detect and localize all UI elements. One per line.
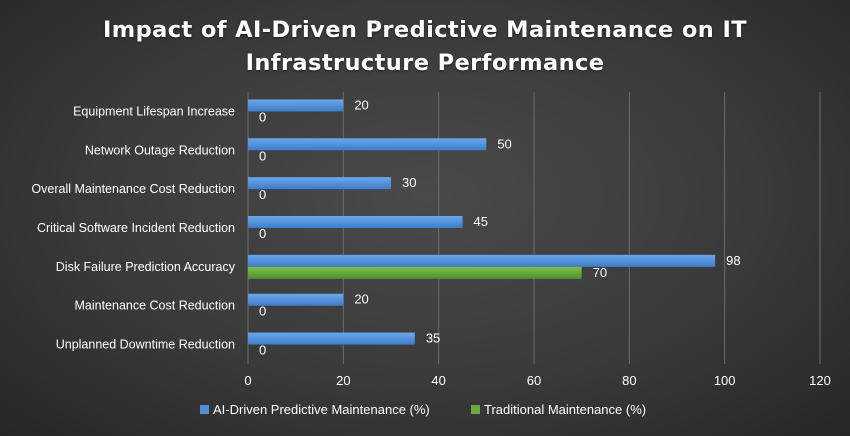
legend-label: AI-Driven Predictive Maintenance (%) [213, 402, 430, 417]
category-label: Unplanned Downtime Reduction [56, 338, 235, 352]
data-label: 20 [354, 292, 368, 307]
category-label: Critical Software Incident Reduction [37, 221, 235, 235]
data-label: 0 [259, 304, 266, 319]
x-tick-label: 80 [622, 373, 636, 388]
category-label: Disk Failure Prediction Accuracy [56, 260, 236, 274]
data-label: 0 [259, 226, 266, 241]
chart-title-line-1: Impact of AI-Driven Predictive Maintenan… [103, 17, 747, 43]
bar [248, 254, 716, 267]
data-label: 20 [354, 97, 368, 112]
data-label: 70 [593, 265, 607, 280]
bar [248, 138, 487, 151]
bar [248, 99, 344, 112]
category-label: Network Outage Reduction [85, 143, 235, 157]
chart-title: Impact of AI-Driven Predictive Maintenan… [0, 14, 850, 80]
data-label: 50 [497, 136, 511, 151]
bar [248, 266, 582, 279]
chart-title-line-2: Infrastructure Performance [245, 50, 605, 76]
category-label: Equipment Lifespan Increase [73, 104, 235, 118]
bar [248, 216, 463, 228]
category-label: Maintenance Cost Reduction [74, 299, 235, 313]
category-label: Overall Maintenance Cost Reduction [31, 182, 235, 196]
x-tick-label: 0 [244, 373, 251, 388]
legend-swatch [471, 405, 480, 414]
x-tick-label: 40 [431, 373, 445, 388]
data-label: 0 [259, 343, 266, 358]
x-tick-label: 60 [527, 373, 541, 388]
legend-label: Traditional Maintenance (%) [484, 402, 646, 417]
data-label: 35 [426, 331, 440, 346]
data-label: 0 [259, 148, 266, 163]
bar [248, 177, 391, 190]
x-tick-label: 120 [809, 373, 831, 388]
data-label: 0 [259, 109, 266, 124]
x-tick-label: 20 [336, 373, 350, 388]
legend-swatch [200, 405, 209, 414]
data-label: 45 [474, 214, 488, 229]
bar [248, 293, 344, 306]
data-label: 0 [259, 187, 266, 202]
data-label: 30 [402, 175, 416, 190]
data-label: 98 [726, 253, 740, 268]
bar [248, 332, 415, 345]
x-tick-label: 100 [714, 373, 736, 388]
